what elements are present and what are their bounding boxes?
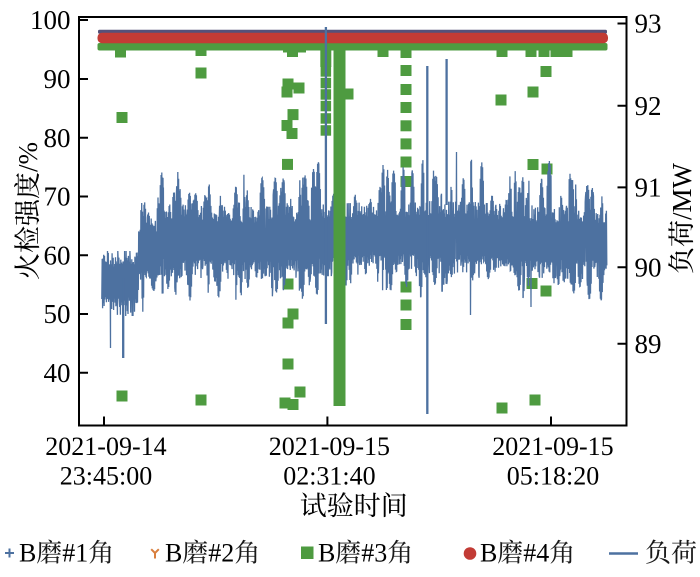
- svg-text:23:45:00: 23:45:00: [60, 462, 152, 491]
- svg-text:#3: #3: [361, 539, 387, 568]
- svg-text:80: 80: [44, 123, 71, 153]
- svg-text:/%: /%: [13, 142, 43, 172]
- svg-text:/MW: /MW: [667, 162, 697, 220]
- svg-text:B: B: [19, 539, 36, 568]
- svg-text:90: 90: [44, 64, 71, 94]
- svg-text:91: 91: [635, 173, 662, 203]
- svg-text:92: 92: [635, 91, 662, 121]
- svg-text:93: 93: [635, 9, 662, 39]
- svg-text:90: 90: [635, 253, 662, 283]
- svg-text:#2: #2: [208, 539, 234, 568]
- svg-text:2021-09-14: 2021-09-14: [45, 432, 166, 461]
- svg-text:B: B: [165, 539, 182, 568]
- svg-text:70: 70: [44, 182, 71, 212]
- svg-text:B: B: [318, 539, 335, 568]
- svg-text:#1: #1: [62, 539, 88, 568]
- svg-text:B: B: [480, 539, 497, 568]
- svg-text:2021-09-15: 2021-09-15: [269, 432, 390, 461]
- svg-text:02:31:40: 02:31:40: [283, 462, 375, 491]
- svg-text:89: 89: [635, 329, 662, 359]
- svg-text:#4: #4: [523, 539, 549, 568]
- svg-text:100: 100: [30, 5, 71, 35]
- svg-text:05:18:20: 05:18:20: [507, 462, 599, 491]
- svg-text:40: 40: [44, 358, 71, 388]
- svg-text:50: 50: [44, 299, 71, 329]
- svg-text:60: 60: [44, 241, 71, 271]
- svg-text:2021-09-15: 2021-09-15: [492, 432, 613, 461]
